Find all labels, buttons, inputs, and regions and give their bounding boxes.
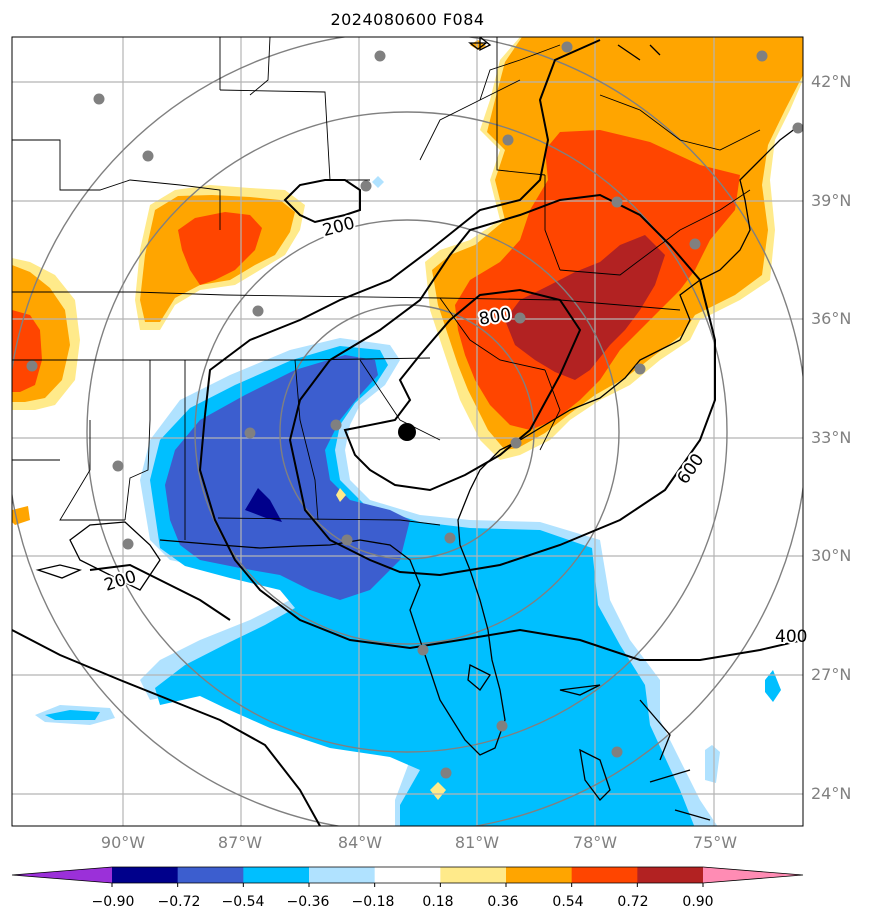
lon-label: 90°W	[100, 833, 146, 852]
shade-pos-blob	[430, 782, 446, 800]
lon-label: 84°W	[337, 833, 383, 852]
state-borders	[12, 37, 761, 540]
colorbar-segment	[177, 867, 244, 883]
lat-label: 36°N	[811, 309, 852, 328]
lon-label: 81°W	[454, 833, 500, 852]
map-frame	[11, 36, 804, 827]
graticule	[12, 37, 803, 826]
contour-400	[204, 39, 601, 416]
lat-label: 39°N	[811, 191, 852, 210]
range-rings	[12, 37, 803, 826]
shade-neg4	[245, 488, 282, 522]
contour-400	[198, 414, 803, 661]
colorbar-segment	[506, 867, 573, 883]
colorbar	[11, 866, 804, 887]
contour-200-south	[89, 563, 231, 621]
colorbar-tick-label: −0.36	[286, 894, 330, 910]
lat-label: 24°N	[811, 784, 852, 803]
shade-neg-blob	[45, 710, 100, 720]
contour-200-north	[283, 179, 361, 224]
colorbar-tick-label: 0.54	[552, 894, 584, 910]
contour-200-south	[12, 629, 321, 826]
colorbar-tick-label: −0.18	[351, 894, 395, 910]
lat-label: 30°N	[811, 546, 852, 565]
shade-pos-blob	[336, 488, 346, 502]
colorbar-segment	[440, 867, 507, 883]
colorbar-tick-label: 0.90	[682, 894, 714, 910]
colorbar-tick-label: 0.36	[487, 894, 519, 910]
colorbar-tick-label: −0.90	[91, 894, 135, 910]
colorbar-extend-max	[703, 867, 803, 883]
colorbar-segment	[243, 867, 310, 883]
stations	[26, 41, 803, 779]
lat-label: 33°N	[811, 428, 852, 447]
colorbar-segment	[309, 867, 376, 883]
map-title: 2024080600 F084	[330, 10, 485, 29]
shade-neg-blob	[372, 176, 384, 188]
lon-label: 75°W	[692, 833, 738, 852]
contour-600	[288, 193, 716, 577]
colorbar-tick-label: 0.18	[422, 894, 454, 910]
colorbar-tick-label: −0.72	[157, 894, 201, 910]
colorbar-segment	[637, 867, 704, 883]
colorbar-segment	[112, 867, 179, 883]
shade-neg-blob	[765, 670, 781, 702]
storm-center-marker	[398, 423, 416, 441]
contour-800	[343, 288, 582, 492]
shade-neg-blob	[705, 745, 720, 783]
colorbar-extend-min	[12, 867, 112, 883]
colorbar-tick-label: −0.54	[221, 894, 265, 910]
colorbar-segment	[374, 867, 441, 883]
height-contours	[12, 39, 803, 826]
colorbar-tick-label: 0.72	[617, 894, 649, 910]
lat-label: 27°N	[811, 665, 852, 684]
colorbar-segment	[571, 867, 638, 883]
lon-label: 78°W	[572, 833, 618, 852]
lat-label: 42°N	[811, 72, 852, 91]
lon-label: 87°W	[217, 833, 263, 852]
